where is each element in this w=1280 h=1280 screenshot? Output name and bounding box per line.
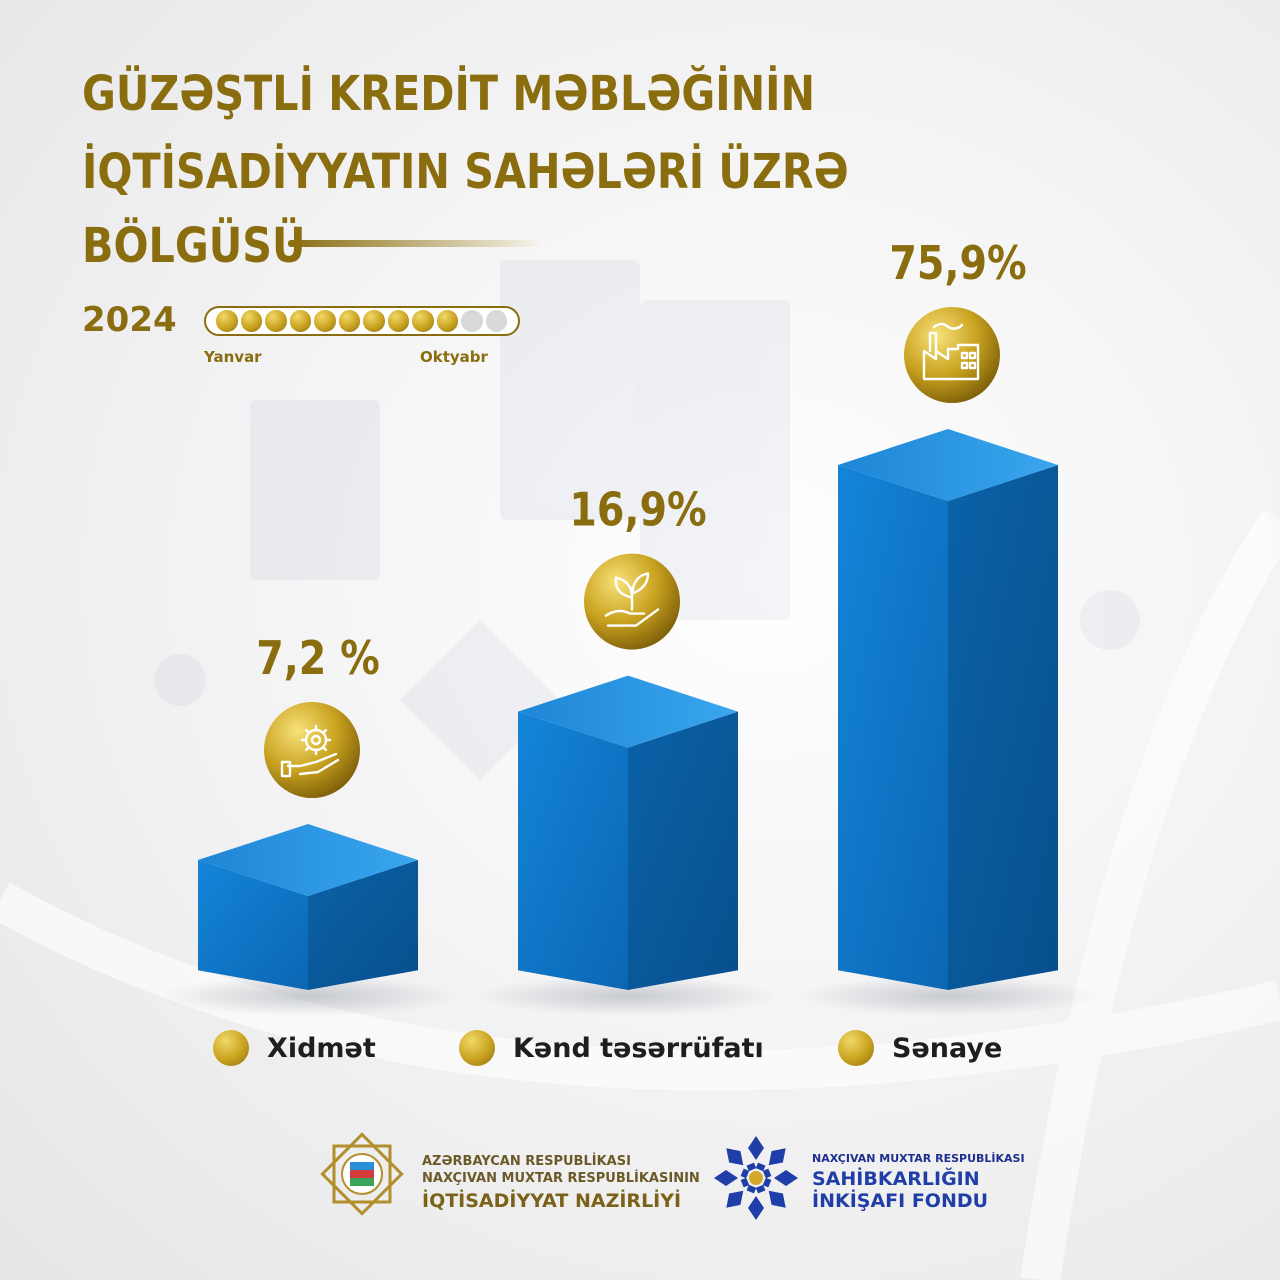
bar-shadow — [158, 976, 458, 1016]
month-dot-filled — [436, 310, 458, 332]
page-title-line-1: GÜZƏŞTLİ KREDİT MƏBLƏĞİNİN — [82, 66, 816, 122]
bar-shadow — [478, 976, 778, 1016]
fund-line-2: SAHİBKARLIĞIN — [812, 1168, 980, 1190]
month-dot-filled — [387, 310, 409, 332]
bar-value-label: 75,9% — [889, 237, 1026, 291]
month-dot-empty — [461, 310, 483, 332]
bar-top-face — [198, 824, 418, 896]
legend-label: Xidmət — [267, 1032, 376, 1064]
legend-label: Kənd təsərrüfatı — [513, 1032, 764, 1064]
ministry-line-2: NAXÇIVAN MUXTAR RESPUBLİKASININ — [422, 1171, 700, 1186]
gear-hand-icon — [264, 702, 360, 798]
bar-top-face — [838, 429, 1058, 501]
bar-side-face — [308, 860, 418, 990]
fund-line-3: İNKİŞAFI FONDU — [812, 1190, 989, 1212]
period-year: 2024 — [82, 300, 177, 340]
bar-front-face — [518, 711, 628, 990]
bar-value-label: 16,9% — [569, 484, 706, 538]
bar-front-face — [838, 465, 948, 990]
bar-1: 7,2 % — [158, 632, 458, 1016]
fund-line-1: NAXÇIVAN MUXTAR RESPUBLİKASI — [812, 1152, 1025, 1165]
legend-label: Sənaye — [892, 1032, 1003, 1064]
month-dot-filled — [216, 310, 238, 332]
month-dot-filled — [265, 310, 287, 332]
month-progress-timeline — [204, 306, 520, 336]
ministry-line-3: İQTİSADİYYAT NAZİRLİYİ — [422, 1190, 682, 1212]
bar-3: 75,9% — [798, 237, 1098, 1016]
factory-icon — [904, 307, 1000, 403]
month-dot-filled — [289, 310, 311, 332]
bar-side-face — [948, 465, 1058, 990]
month-dot-filled — [338, 310, 360, 332]
bar-2: 16,9% — [478, 484, 778, 1016]
legend-marker-icon — [213, 1030, 249, 1066]
month-dot-filled — [363, 310, 385, 332]
ministry-line-1: AZƏRBAYCAN RESPUBLİKASI — [422, 1154, 631, 1169]
sprout-hand-icon — [584, 553, 680, 650]
timeline-end-label: Oktyabr — [420, 348, 488, 366]
page-title-line-3: BÖLGÜSÜ — [82, 218, 306, 274]
legend-item-senaye: Sənaye — [838, 1030, 1002, 1066]
bar-top-face — [518, 675, 738, 748]
month-dot-filled — [314, 310, 336, 332]
month-dot-filled — [412, 310, 434, 332]
bar-value-label: 7,2 % — [256, 632, 379, 686]
timeline-start-label: Yanvar — [204, 348, 262, 366]
ministry-logo-block: AZƏRBAYCAN RESPUBLİKASI NAXÇIVAN MUXTAR … — [312, 1130, 700, 1220]
legend-marker-icon — [459, 1030, 495, 1066]
month-dot-filled — [240, 310, 262, 332]
legend-item-kend-teserrufati: Kənd təsərrüfatı — [459, 1030, 764, 1066]
legend-item-xidmet: Xidmət — [213, 1030, 376, 1066]
bar-shadow — [798, 976, 1098, 1016]
legend-marker-icon — [838, 1030, 874, 1066]
month-dot-empty — [485, 310, 507, 332]
bar-group: 7,2 % 16,9% 75,9% — [158, 237, 1098, 1016]
fund-emblem-icon — [714, 1136, 798, 1220]
page-title-line-2: İQTİSADİYYATIN SAHƏLƏRİ ÜZRƏ — [82, 144, 849, 200]
bar-side-face — [628, 711, 738, 990]
background-swoosh — [0, 508, 1280, 1280]
title-underline — [288, 240, 538, 247]
ministry-emblem-icon — [320, 1132, 404, 1216]
fund-logo-block: NAXÇIVAN MUXTAR RESPUBLİKASI SAHİBKARLIĞ… — [706, 1130, 1025, 1226]
bar-front-face — [198, 860, 308, 990]
